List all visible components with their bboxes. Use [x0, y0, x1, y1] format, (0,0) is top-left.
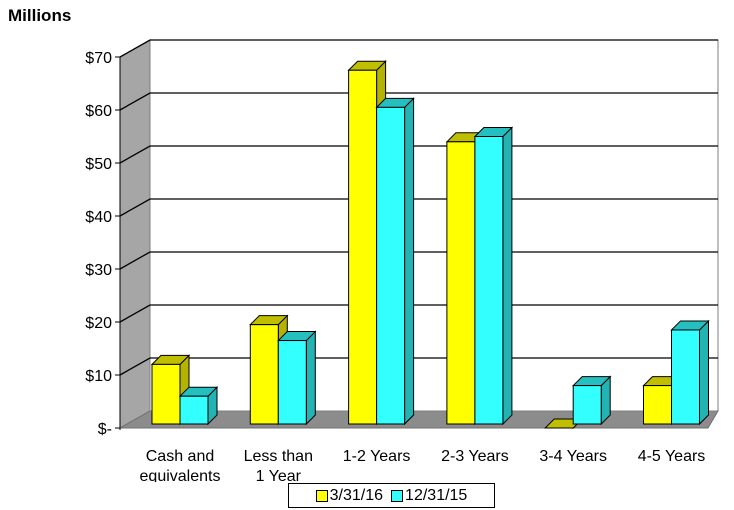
y-tick-label-2: $20 — [85, 315, 112, 332]
y-tick-label-4: $40 — [85, 209, 112, 226]
legend-label-12-31-15: 12/31/15 — [405, 486, 468, 504]
bar-1-0 — [178, 385, 219, 426]
bar-1-4 — [571, 375, 612, 426]
side-wall — [119, 39, 151, 429]
bar-1-3 — [473, 126, 514, 426]
gridline-4 — [119, 198, 718, 217]
x-tick-label-0-1: equivalents — [140, 468, 221, 482]
y-tick-label-3: $30 — [85, 262, 112, 279]
y-units-label: Millions — [8, 6, 72, 25]
legend-item-3-31-16: 3/31/16 — [315, 486, 384, 505]
gridline-1 — [119, 357, 718, 376]
bar-1-1 — [277, 330, 317, 426]
legend: 3/31/16 12/31/15 — [288, 483, 495, 508]
legend-swatch-3-31-16 — [315, 489, 328, 502]
legend-label-3-31-16: 3/31/16 — [329, 486, 384, 504]
y-tick-label-6: $60 — [85, 103, 112, 120]
gridline-3 — [119, 251, 718, 270]
bar-1-5 — [670, 319, 710, 426]
x-tick-label-0-0: Cash and — [146, 448, 215, 465]
gridline-7 — [119, 39, 718, 58]
y-tick-label-1: $10 — [85, 368, 112, 385]
y-tick-label-7: $70 — [85, 50, 112, 67]
y-tick-label-0: $- — [98, 421, 112, 438]
x-tick-label-3-0: 2-3 Years — [441, 448, 509, 465]
bar-1-2 — [375, 97, 415, 426]
x-tick-label-1-1: 1 Year — [256, 468, 302, 482]
legend-item-12-31-15: 12/31/15 — [391, 487, 467, 505]
x-tick-label-4-0: 3-4 Years — [539, 448, 607, 465]
x-tick-label-1-0: Less than — [244, 448, 313, 465]
gridline-2 — [119, 304, 718, 323]
x-tick-label-2-0: 1-2 Years — [343, 448, 411, 465]
y-tick-label-5: $50 — [85, 156, 112, 173]
legend-swatch-12-31-15 — [391, 489, 404, 502]
bar-chart: $- $10 $20 $30 $40 $50 $60 $70 Cash and equivalen… — [85, 39, 719, 482]
gridline-5 — [119, 145, 718, 164]
gridline-6 — [119, 92, 718, 111]
x-tick-label-5-0: 4-5 Years — [638, 448, 706, 465]
back-wall — [149, 39, 719, 412]
